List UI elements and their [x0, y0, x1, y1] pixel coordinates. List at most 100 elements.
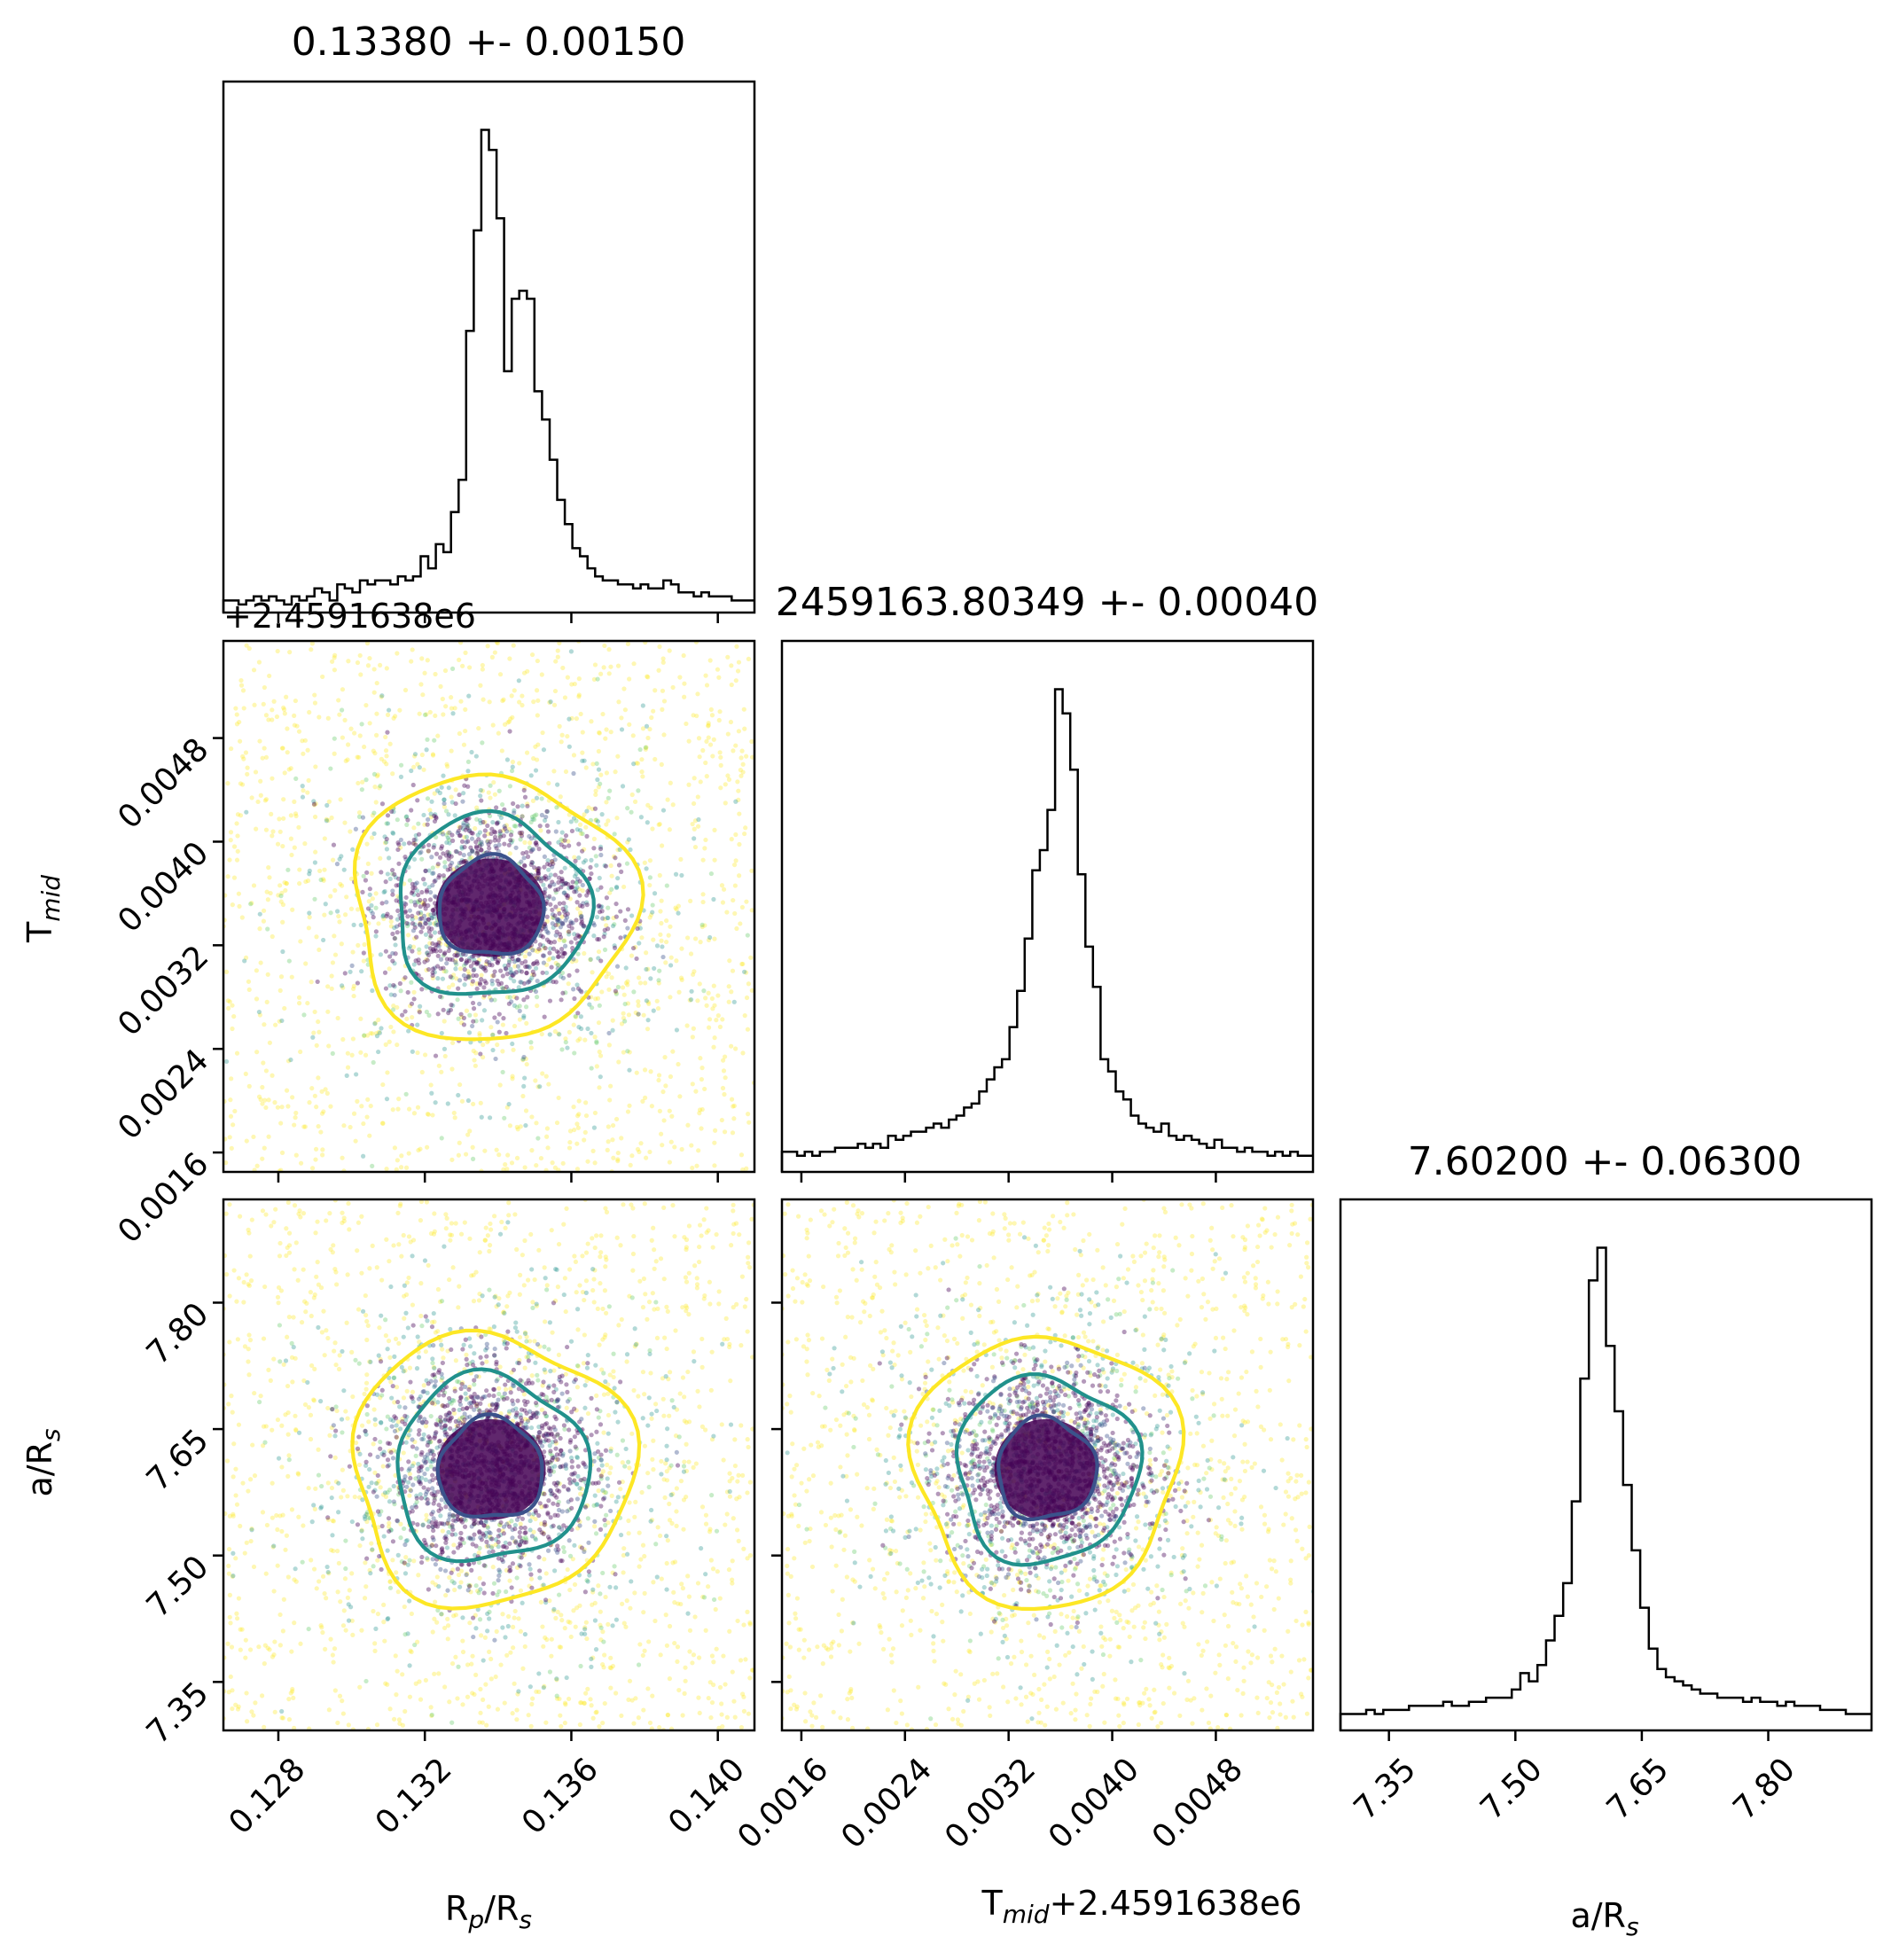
scatter-point: [424, 967, 429, 972]
scatter-point: [487, 1248, 492, 1254]
scatter-point: [402, 1604, 407, 1610]
scatter-point: [720, 1017, 725, 1022]
scatter-point: [742, 969, 747, 974]
scatter-point: [554, 1398, 559, 1404]
scatter-point: [478, 793, 483, 799]
scatter-point: [613, 1116, 620, 1122]
scatter-point: [645, 1686, 651, 1691]
scatter-point: [536, 1247, 542, 1253]
scatter-point: [602, 1700, 607, 1706]
scatter-point: [536, 865, 542, 871]
scatter-point: [659, 898, 664, 903]
scatter-point: [488, 1326, 494, 1332]
scatter-point: [285, 1432, 291, 1437]
scatter-point: [598, 1476, 604, 1481]
scatter-point: [301, 1012, 307, 1018]
scatter-point: [388, 1024, 394, 1030]
scatter-point: [544, 862, 551, 867]
scatter-point: [480, 788, 486, 793]
scatter-point: [480, 1018, 485, 1023]
scatter-point: [529, 814, 535, 820]
scatter-point: [227, 999, 232, 1004]
scatter-point: [453, 1613, 458, 1618]
scatter-point: [466, 1582, 472, 1588]
scatter-point: [471, 954, 476, 959]
scatter-point: [309, 641, 315, 646]
scatter-point: [270, 1544, 276, 1550]
scatter-point: [467, 855, 473, 861]
scatter-point: [399, 1153, 404, 1159]
scatter-point: [373, 891, 379, 896]
scatter-point: [517, 1003, 522, 1009]
scatter-point: [613, 855, 618, 861]
scatter-point: [379, 1277, 385, 1283]
scatter-point: [328, 910, 333, 916]
scatter-point: [421, 877, 426, 882]
scatter-point: [330, 1050, 335, 1056]
scatter-point: [519, 833, 525, 839]
scatter-point: [370, 1243, 375, 1248]
scatter-point: [473, 754, 479, 759]
scatter-point: [397, 1203, 402, 1208]
scatter-point: [640, 774, 645, 779]
scatter-point: [333, 1362, 339, 1368]
scatter-point: [559, 837, 564, 842]
scatter-point: [657, 644, 662, 650]
scatter-point: [425, 951, 430, 957]
scatter-point: [466, 975, 472, 980]
scatter-point: [432, 738, 437, 743]
scatter-point: [661, 1413, 667, 1418]
scatter-point: [557, 641, 562, 646]
scatter-point: [639, 769, 645, 775]
scatter-point: [520, 1057, 526, 1062]
scatter-point: [606, 987, 612, 992]
scatter-point: [587, 1573, 592, 1578]
scatter-point: [431, 947, 436, 952]
scatter-point: [720, 900, 726, 905]
scatter-point: [424, 957, 429, 962]
scatter-point: [449, 706, 454, 711]
scatter-point: [738, 1343, 744, 1348]
scatter-point: [405, 1480, 411, 1485]
scatter-point: [546, 939, 551, 944]
scatter-point: [371, 810, 377, 816]
scatter-point: [372, 1641, 378, 1646]
scatter-point: [520, 830, 525, 836]
scatter-point: [443, 704, 449, 709]
scatter-point: [452, 1587, 457, 1593]
scatter-point: [445, 1616, 450, 1621]
scatter-point: [332, 887, 338, 894]
scatter-point: [454, 953, 459, 958]
scatter-point: [528, 836, 534, 841]
scatter-point: [731, 1230, 736, 1237]
scatter-point: [686, 738, 692, 744]
scatter-point: [442, 800, 447, 807]
scatter-point: [469, 749, 474, 755]
scatter-point: [555, 1285, 561, 1290]
scatter-point: [426, 1440, 432, 1445]
scatter-point: [520, 814, 525, 819]
scatter-point: [626, 1531, 631, 1536]
scatter-point: [680, 1586, 685, 1591]
scatter-point: [596, 903, 601, 909]
scatter-point: [426, 912, 431, 918]
scatter-point: [311, 1397, 316, 1402]
scatter-point: [570, 1557, 575, 1562]
scatter-point: [619, 715, 624, 721]
scatter-point: [339, 983, 345, 988]
scatter-point: [569, 682, 574, 687]
scatter-point: [470, 848, 475, 854]
scatter-point: [412, 881, 418, 886]
scatter-point: [445, 763, 450, 769]
scatter-point: [509, 1160, 515, 1166]
scatter-point: [230, 1026, 235, 1032]
scatter-point: [528, 1684, 533, 1690]
scatter-point: [482, 1238, 488, 1243]
scatter-point: [566, 839, 571, 844]
scatter-point: [501, 828, 506, 833]
scatter-point: [569, 885, 574, 890]
scatter-point: [369, 871, 374, 876]
scatter-point: [340, 1036, 346, 1042]
scatter-point: [399, 1253, 404, 1259]
scatter-point: [596, 785, 601, 790]
